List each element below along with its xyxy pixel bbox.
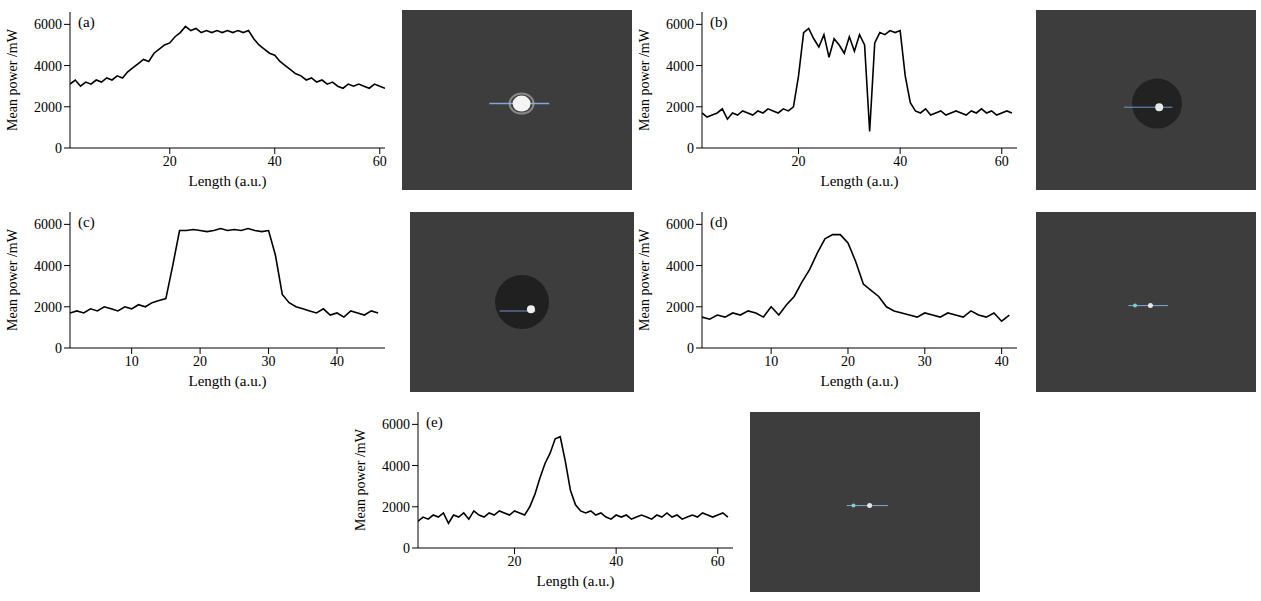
svg-text:Mean power /mW: Mean power /mW <box>637 228 652 331</box>
svg-text:60: 60 <box>711 554 725 569</box>
svg-text:Length (a.u.): Length (a.u.) <box>537 573 615 590</box>
svg-text:6000: 6000 <box>34 17 62 32</box>
svg-text:2000: 2000 <box>34 300 62 315</box>
svg-text:Mean power /mW: Mean power /mW <box>637 28 652 131</box>
svg-text:0: 0 <box>403 541 410 556</box>
svg-text:20: 20 <box>508 554 522 569</box>
svg-text:20: 20 <box>792 154 806 169</box>
svg-text:Mean power /mW: Mean power /mW <box>5 228 20 331</box>
svg-text:0: 0 <box>55 141 62 156</box>
svg-text:2000: 2000 <box>666 100 694 115</box>
html-text:(d): (d) <box>710 214 728 230</box>
svg-text:4000: 4000 <box>34 59 62 74</box>
svg-text:2000: 2000 <box>34 100 62 115</box>
svg-text:30: 30 <box>918 354 932 369</box>
svg-text:6000: 6000 <box>666 17 694 32</box>
html-text:(e): (e) <box>426 414 443 430</box>
svg-text:0: 0 <box>55 341 62 356</box>
svg-text:40: 40 <box>893 154 907 169</box>
svg-text:Length (a.u.): Length (a.u.) <box>821 173 899 190</box>
svg-text:Length (a.u.): Length (a.u.) <box>821 373 899 390</box>
svg-text:4000: 4000 <box>34 259 62 274</box>
html-text:(a): (a) <box>78 14 95 30</box>
svg-text:60: 60 <box>373 154 387 169</box>
svg-text:Mean power /mW: Mean power /mW <box>5 28 20 131</box>
svg-text:20: 20 <box>193 354 207 369</box>
svg-text:40: 40 <box>330 354 344 369</box>
svg-text:40: 40 <box>268 154 282 169</box>
svg-text:40: 40 <box>609 554 623 569</box>
svg-text:4000: 4000 <box>666 59 694 74</box>
svg-text:10: 10 <box>764 354 778 369</box>
svg-text:60: 60 <box>995 154 1009 169</box>
svg-text:6000: 6000 <box>382 417 410 432</box>
svg-text:40: 40 <box>995 354 1009 369</box>
html-text:(b): (b) <box>710 14 728 30</box>
svg-text:20: 20 <box>163 154 177 169</box>
svg-text:6000: 6000 <box>666 217 694 232</box>
svg-text:4000: 4000 <box>382 459 410 474</box>
html-text:(c): (c) <box>78 214 95 230</box>
svg-text:10: 10 <box>125 354 139 369</box>
svg-text:30: 30 <box>262 354 276 369</box>
svg-text:4000: 4000 <box>666 259 694 274</box>
svg-text:2000: 2000 <box>666 300 694 315</box>
svg-text:0: 0 <box>687 141 694 156</box>
svg-text:Length (a.u.): Length (a.u.) <box>189 373 267 390</box>
svg-text:Length (a.u.): Length (a.u.) <box>189 173 267 190</box>
svg-text:20: 20 <box>841 354 855 369</box>
svg-text:2000: 2000 <box>382 500 410 515</box>
svg-text:0: 0 <box>687 341 694 356</box>
svg-text:6000: 6000 <box>34 217 62 232</box>
svg-text:Mean power /mW: Mean power /mW <box>353 428 368 531</box>
